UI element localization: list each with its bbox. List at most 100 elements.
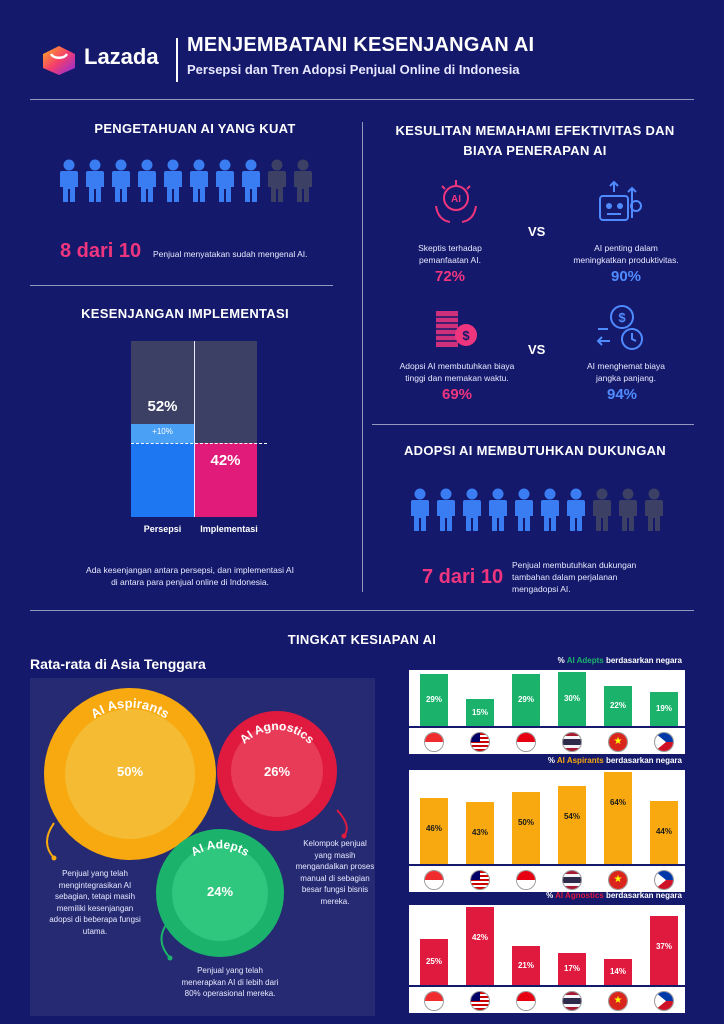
country-bar [420, 674, 448, 726]
country-bar [512, 946, 540, 985]
svg-text:$: $ [462, 328, 470, 343]
support-desc-line3: mengadopsi AI. [512, 584, 571, 594]
aspirants-desc-line1: Penjual yang telah [62, 869, 128, 878]
person-filled-icon [239, 159, 263, 208]
difficulty-item-4-line2: jangka panjang. [595, 373, 657, 383]
aspirants-desc-line3: sebagian, tetapi masih [54, 892, 136, 901]
header-divider [176, 38, 178, 82]
agnostics-desc-line2: yang masih [314, 850, 356, 860]
agnostics-desc-line3: mengandalkan proses [295, 862, 375, 871]
flag-ph-icon [654, 732, 674, 752]
country-bar [650, 916, 678, 985]
difficulty-item-4-pct: 94% [606, 386, 638, 403]
person-filled-icon [83, 159, 107, 208]
person-filled-icon [187, 159, 211, 208]
aspirants-desc: Penjual yang telah mengintegrasikan AI s… [34, 868, 156, 937]
person-empty-icon [590, 488, 614, 537]
chart-title-series: AI Aspirants [556, 756, 604, 765]
gap-dashed-line [131, 443, 267, 444]
country-bar [650, 692, 678, 726]
support-stat: 7 dari 10 [422, 566, 504, 588]
svg-text:$: $ [618, 310, 626, 325]
aspirants-desc-line6: utama. [82, 926, 108, 936]
readiness-separator [30, 610, 694, 611]
support-desc: Penjual membutuhkan dukungan tambahan da… [512, 559, 636, 595]
flag-ph-icon [654, 991, 674, 1011]
difficulty-item-1-line2: pemanfaatan AI. [419, 255, 481, 265]
flag-th-icon [562, 732, 582, 752]
flag-strip [409, 866, 685, 892]
country-bar [604, 959, 632, 985]
country-bar-label: 17% [563, 964, 580, 973]
page-subtitle: Persepsi dan Tren Adopsi Penjual Online … [187, 62, 520, 77]
difficulty-item-3-line1: Adopsi AI membutuhkan biaya [399, 361, 515, 371]
aspirants-desc-line2: mengintegrasikan AI [58, 880, 132, 890]
flag-ph-icon [654, 870, 674, 890]
country-bar-label: 25% [425, 957, 442, 966]
adepts-name: AI Adepts [188, 837, 252, 859]
person-filled-icon [213, 159, 237, 208]
chart-title-suffix: berdasarkan negara [603, 891, 682, 900]
support-title: ADOPSI AI MEMBUTUHKAN DUKUNGAN [403, 443, 666, 458]
header-separator [30, 99, 694, 100]
money-time-icon: $ [596, 305, 643, 350]
readiness-subtitle: Rata-rata di Asia Tenggara [30, 656, 206, 672]
person-filled-icon [486, 488, 510, 537]
person-filled-icon [57, 159, 81, 208]
svg-text:AI: AI [451, 194, 461, 205]
person-filled-icon [109, 159, 133, 208]
person-filled-icon [538, 488, 562, 537]
adepts-bubble: AI Adepts [156, 829, 284, 957]
country-bar-label: 43% [471, 828, 488, 837]
ai-skeptic-icon: AI [435, 180, 477, 223]
person-filled-icon [564, 488, 588, 537]
implementation-label: Implementasi [200, 524, 258, 534]
flag-sg-icon [424, 870, 444, 890]
aspirants-bubble: AI Aspirants [44, 688, 216, 860]
country-bar [558, 672, 586, 726]
bubble-pointer-lines [46, 809, 348, 961]
country-bar-label: 21% [517, 960, 534, 970]
country-chart-panel [409, 670, 685, 726]
chart-title-prefix: % [557, 656, 567, 665]
country-bar [604, 772, 632, 864]
person-filled-icon [135, 159, 159, 208]
chart-title-prefix: % [546, 891, 556, 900]
country-bar [466, 802, 494, 864]
country-bar-label: 29% [425, 695, 442, 704]
country-chart-title: % AI Aspirants berdasarkan negara [410, 756, 682, 765]
difficulty-title-line1: KESULITAN MEMAHAMI EFEKTIVITAS DAN [395, 123, 675, 138]
country-bar-label: 46% [425, 824, 442, 833]
gap-divider [194, 341, 195, 517]
gap-title: KESENJANGAN IMPLEMENTASI [81, 306, 289, 321]
person-filled-icon [408, 488, 432, 537]
flag-vn-icon: ★ [608, 991, 628, 1011]
vs-label-1: VS [528, 224, 546, 239]
chart-title-suffix: berdasarkan negara [603, 756, 682, 765]
difficulty-item-4-line1: AI menghemat biaya [587, 361, 665, 371]
flag-vn-icon: ★ [608, 732, 628, 752]
country-bar-label: 44% [655, 827, 672, 836]
flag-th-icon [562, 991, 582, 1011]
country-bar [650, 801, 678, 864]
difficulty-item-1: Skeptis terhadap pemanfaatan AI. [390, 242, 510, 266]
difficulty-item-3-line2: tinggi dan memakan waktu. [405, 373, 509, 383]
svg-text:AI Adepts: AI Adepts [188, 837, 252, 859]
country-bar [466, 907, 494, 985]
difficulty-separator [372, 424, 694, 425]
agnostics-desc-line4: manual di sebagian [300, 873, 370, 883]
agnostics-desc-line6: mereka. [320, 896, 350, 906]
implementation-bar [194, 443, 257, 517]
agnostics-bubble: AI Agnostics [217, 711, 337, 831]
support-desc-line2: tambahan dalam perjalanan [512, 572, 618, 582]
person-filled-icon [434, 488, 458, 537]
difficulty-item-4: AI menghemat biaya jangka panjang. [566, 360, 686, 384]
perception-bar [131, 443, 194, 517]
country-bar-label: 29% [517, 695, 534, 704]
difficulty-item-3: Adopsi AI membutuhkan biaya tinggi dan m… [382, 360, 532, 384]
adepts-pct: 24% [206, 884, 234, 899]
productivity-robot-icon [599, 180, 642, 221]
country-bar-label: 15% [471, 707, 488, 717]
country-bar-label: 30% [563, 694, 580, 703]
person-filled-icon [161, 159, 185, 208]
